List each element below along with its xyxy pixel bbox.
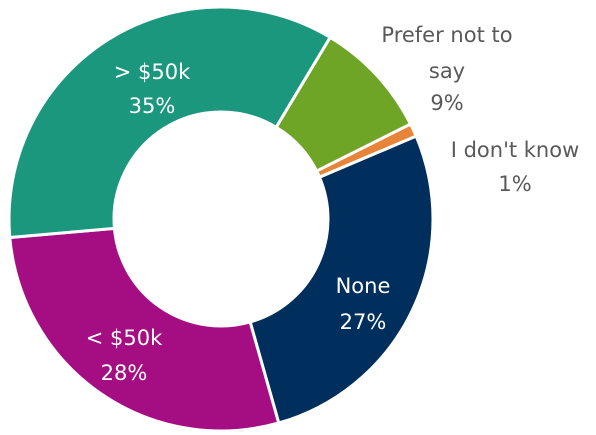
donut-slices	[7, 5, 435, 433]
label-none: None	[336, 274, 391, 298]
label-prefer-not-pct: 9%	[430, 91, 463, 115]
slice-50k	[8, 226, 281, 433]
label-dont-know: I don't know	[451, 138, 580, 162]
label-under-50k-pct: 28%	[101, 361, 148, 385]
slice-50k	[7, 5, 332, 239]
label-over-50k: > $50k	[114, 60, 191, 84]
label-prefer-not-line2: say	[429, 59, 465, 83]
label-over-50k-pct: 35%	[129, 94, 176, 118]
label-under-50k: < $50k	[86, 326, 163, 350]
label-prefer-not-line1: Prefer not to	[381, 23, 512, 47]
label-none-pct: 27%	[340, 310, 387, 334]
label-dont-know-pct: 1%	[498, 172, 531, 196]
slice-none	[248, 134, 435, 425]
